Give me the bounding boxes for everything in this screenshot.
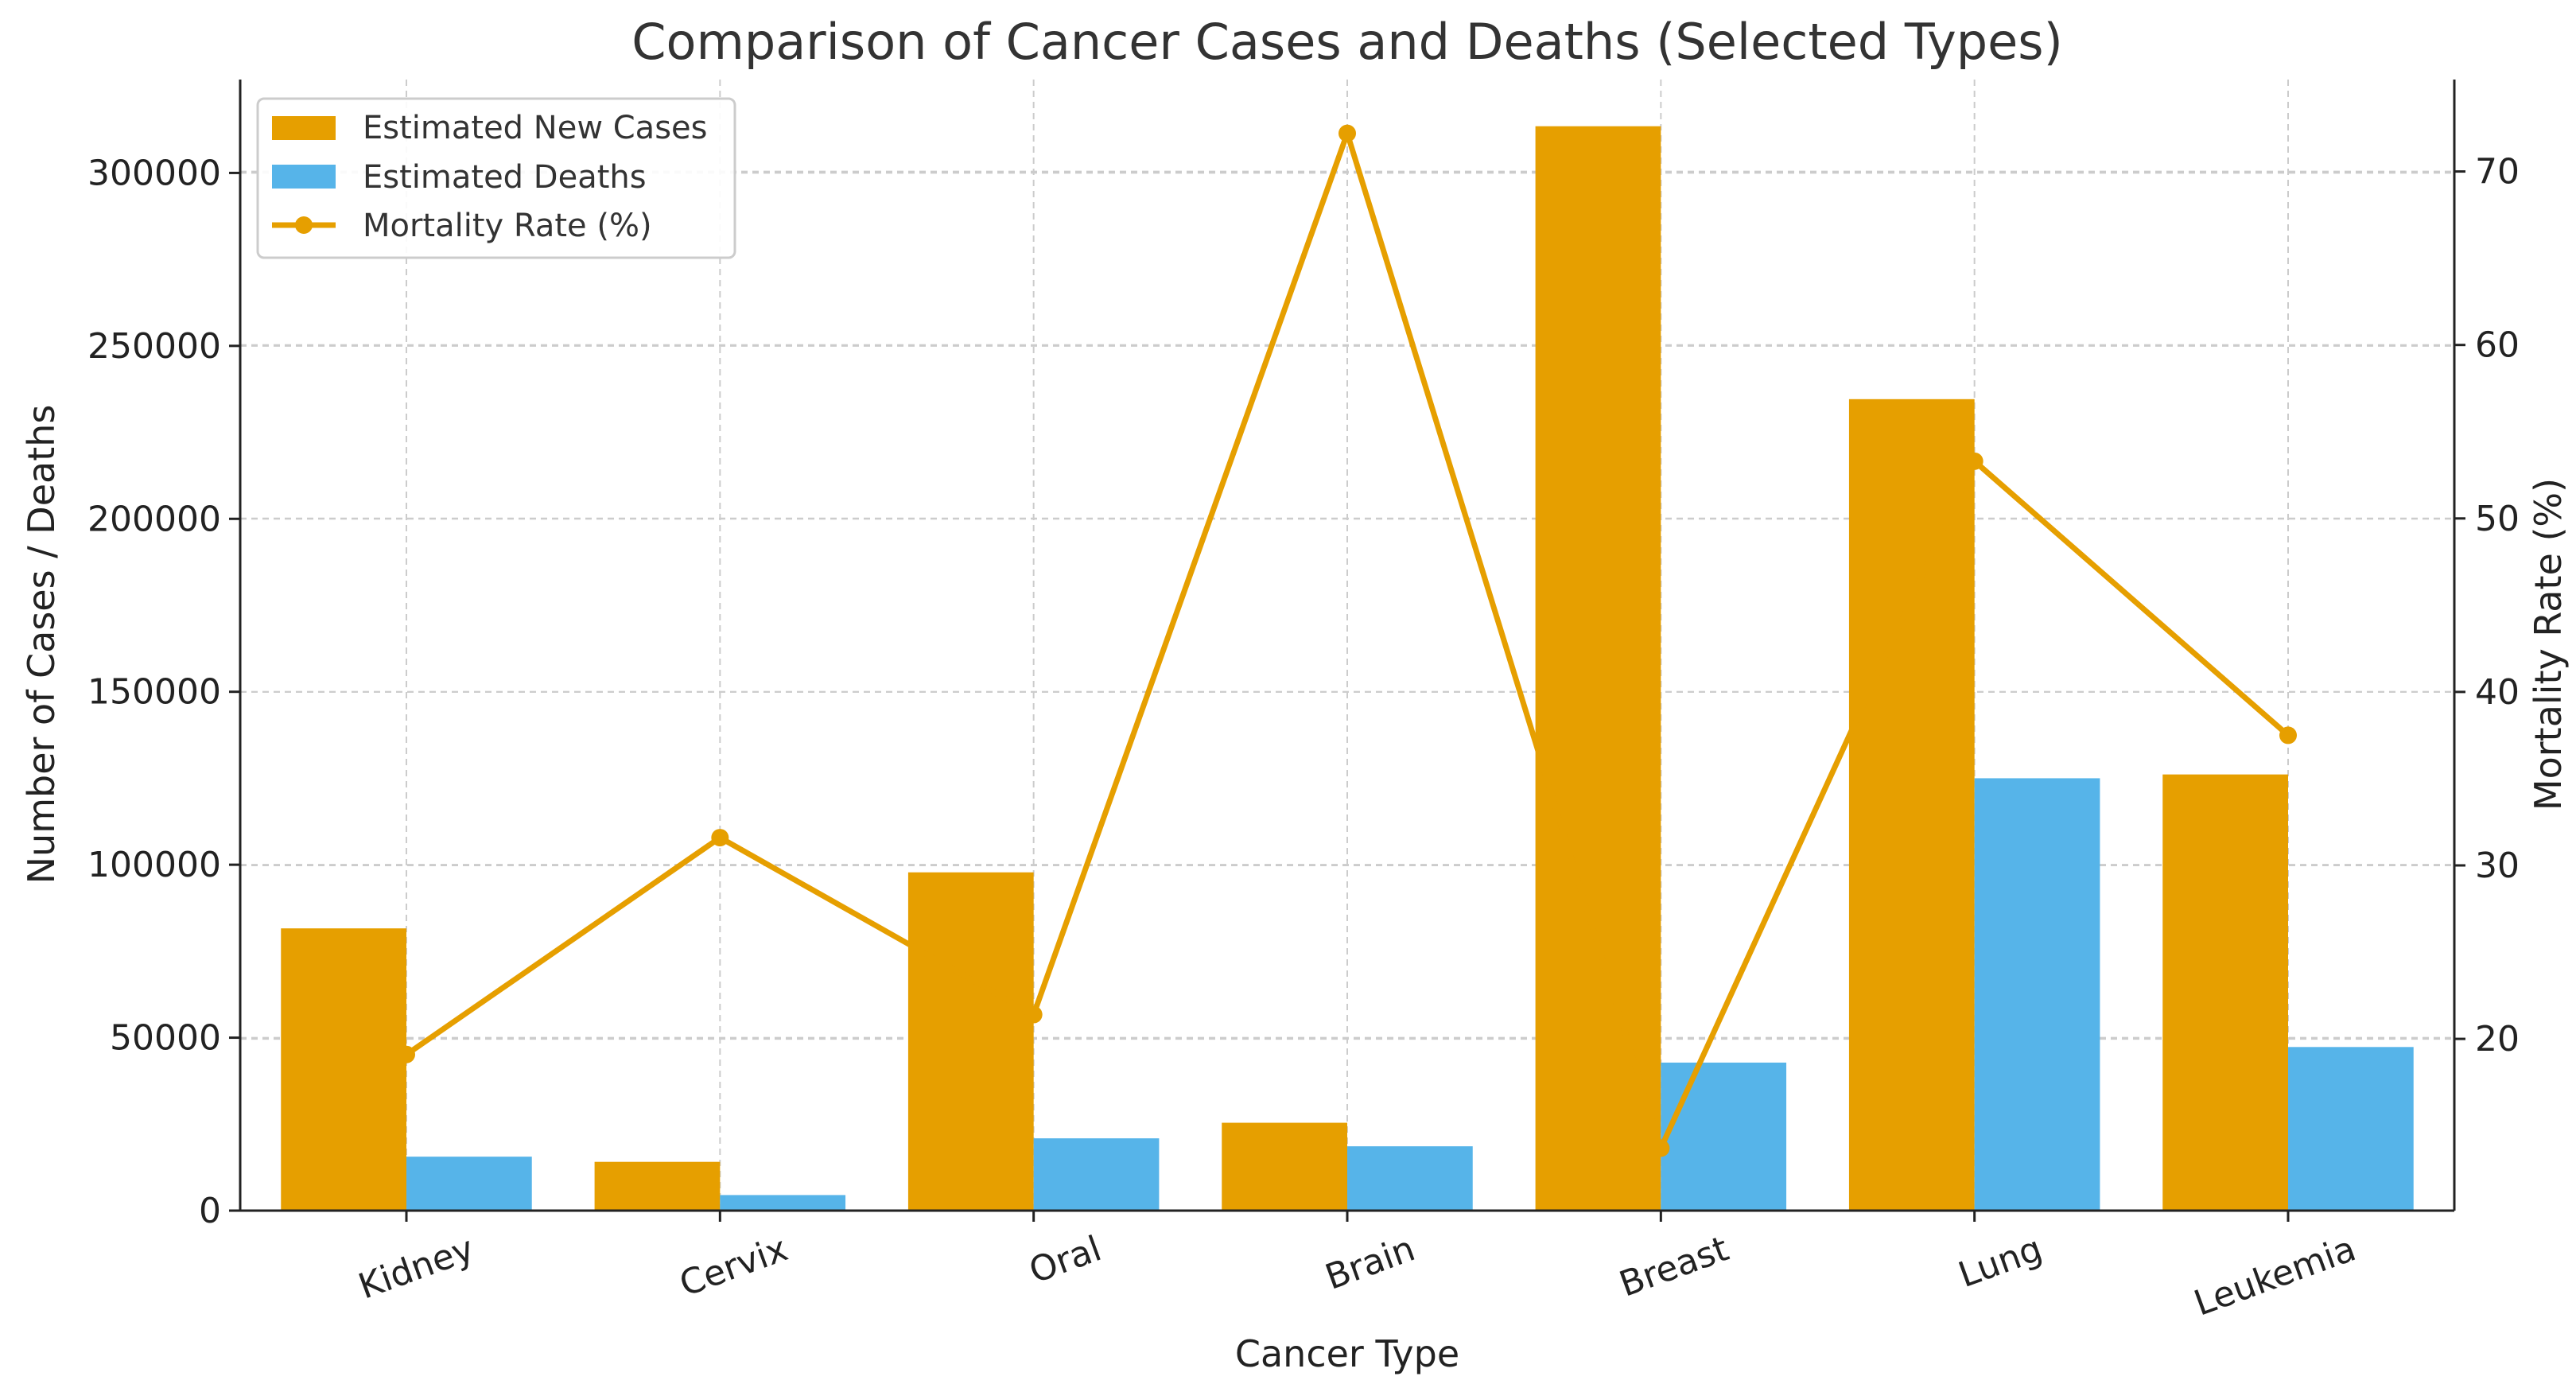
x-tick-label-leukemia: Leukemia	[2189, 1228, 2360, 1324]
bar-estimated-new-cases-lung	[1848, 399, 1975, 1211]
bar-estimated-new-cases-brain	[1222, 1122, 1347, 1211]
mortality-point-cervix	[711, 829, 729, 847]
legend-box	[256, 97, 736, 259]
y-tick-label: 0	[199, 1191, 221, 1231]
y-axis-label: Number of Cases / Deaths	[20, 405, 63, 885]
mortality-point-kidney	[397, 1045, 415, 1063]
y2-tick-label: 60	[2475, 325, 2520, 366]
bar-estimated-deaths-brain	[1347, 1146, 1473, 1211]
bar-estimated-deaths-breast	[1661, 1062, 1787, 1211]
mortality-point-leukemia	[2279, 726, 2298, 745]
bar-estimated-deaths-leukemia	[2288, 1047, 2414, 1211]
mortality-point-brain	[1339, 124, 1356, 142]
bar-estimated-new-cases-cervix	[594, 1161, 721, 1211]
bar-estimated-new-cases-oral	[907, 872, 1034, 1211]
bar-estimated-deaths-kidney	[406, 1157, 532, 1211]
bar-estimated-deaths-oral	[1033, 1138, 1160, 1211]
x-tick-label-cervix: Cervix	[674, 1228, 793, 1304]
y-tick-label: 200000	[87, 499, 221, 539]
mortality-point-lung	[1965, 452, 1983, 470]
x-tick-label-lung: Lung	[1953, 1228, 2047, 1296]
legend-label-mortality: Mortality Rate (%)	[363, 208, 652, 244]
x-tick-label-oral: Oral	[1024, 1228, 1107, 1291]
legend-swatch-deaths	[272, 165, 336, 189]
mortality-line	[397, 124, 2298, 1157]
x-tick-label-brain: Brain	[1320, 1228, 1420, 1297]
bar-estimated-new-cases-leukemia	[2162, 774, 2289, 1211]
y2-axis-label: Mortality Rate (%)	[2527, 478, 2570, 811]
y-tick-label: 50000	[110, 1018, 221, 1059]
y-tick-label: 250000	[87, 326, 221, 367]
y-tick-label: 100000	[87, 845, 221, 885]
y2-tick-label: 30	[2475, 846, 2520, 886]
y2-tick-label: 70	[2475, 152, 2520, 192]
mortality-point-oral	[1024, 1005, 1043, 1024]
y2-tick-label: 20	[2475, 1019, 2520, 1059]
bars	[281, 126, 2414, 1211]
legend-swatch-new-cases	[272, 116, 336, 140]
legend-swatch-mortality-marker	[295, 216, 313, 234]
chart-title: Comparison of Cancer Cases and Deaths (S…	[631, 13, 2063, 71]
y-tick-label: 150000	[87, 672, 221, 713]
y-tick-label: 300000	[87, 153, 221, 193]
legend-label-deaths: Estimated Deaths	[363, 159, 647, 196]
x-axis-label: Cancer Type	[1235, 1332, 1459, 1375]
x-tick-label-breast: Breast	[1614, 1228, 1734, 1304]
legend-label-new-cases: Estimated New Cases	[363, 110, 707, 146]
mortality-point-breast	[1652, 1139, 1670, 1157]
x-tick-label-kidney: Kidney	[353, 1228, 479, 1307]
legend: Estimated New Cases Estimated Deaths Mor…	[256, 97, 736, 259]
bar-estimated-new-cases-kidney	[281, 928, 406, 1211]
bar-estimated-new-cases-breast	[1535, 126, 1661, 1211]
y2-tick-label: 40	[2475, 672, 2520, 713]
bar-estimated-deaths-cervix	[720, 1195, 846, 1211]
bar-estimated-deaths-lung	[1974, 778, 2100, 1211]
y2-tick-label: 50	[2475, 499, 2520, 539]
